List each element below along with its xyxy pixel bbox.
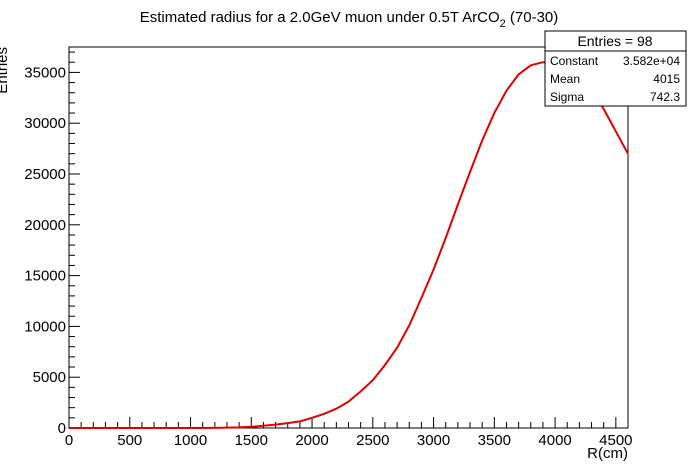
- y-tick-label: 5000: [33, 369, 66, 386]
- y-tick-label: 15000: [24, 268, 66, 285]
- stats-header: Entries = 98: [577, 33, 652, 49]
- stats-constant-label: Constant: [550, 54, 599, 68]
- y-tick-label: 0: [58, 420, 66, 437]
- stats-box-frame: [544, 30, 687, 107]
- chart-title-subscript: 2: [500, 18, 506, 30]
- stats-constant-value: 3.582e+04: [623, 54, 680, 68]
- y-tick-label: 20000: [24, 217, 66, 234]
- x-tick-label: 4500: [599, 432, 632, 449]
- x-tick-label: 1500: [235, 432, 268, 449]
- x-tick-label: 4000: [538, 432, 571, 449]
- y-tick-label: 25000: [24, 166, 66, 183]
- x-tick-label: 3500: [478, 432, 511, 449]
- y-tick-label: 30000: [24, 115, 66, 132]
- series-line-0: [69, 61, 629, 429]
- stats-sigma-value: 742.3: [650, 90, 680, 104]
- stats-mean-value: 4015: [653, 72, 680, 86]
- stats-sigma-label: Sigma: [550, 90, 584, 104]
- x-tick-label: 0: [65, 432, 73, 449]
- x-tick-label: 3000: [417, 432, 450, 449]
- y-tick-label: 10000: [24, 318, 66, 335]
- y-axis-title: Entries: [0, 47, 11, 94]
- y-axis: 0 5000 10000 15000 20000 25000 30000 35000: [24, 51, 80, 437]
- x-tick-label: 1000: [174, 432, 207, 449]
- chart-title: Estimated radius for a 2.0GeV muon under…: [140, 9, 559, 30]
- y-tick-label: 35000: [24, 64, 66, 81]
- x-tick-label: 2500: [356, 432, 389, 449]
- x-axis-title: R(cm): [587, 445, 628, 462]
- stats-box: Entries = 98 Constant 3.582e+04 Mean 401…: [544, 30, 687, 107]
- stats-mean-label: Mean: [550, 72, 580, 86]
- plot-frame: [68, 46, 629, 429]
- series-layer: [69, 61, 629, 429]
- x-tick-label: 2000: [295, 432, 328, 449]
- x-axis: 0 500 1000 1500 2000 2500 3000 3500 4000 4500: [65, 417, 633, 449]
- chart-title-suffix: (70-30): [506, 9, 559, 26]
- x-tick-label: 500: [117, 432, 142, 449]
